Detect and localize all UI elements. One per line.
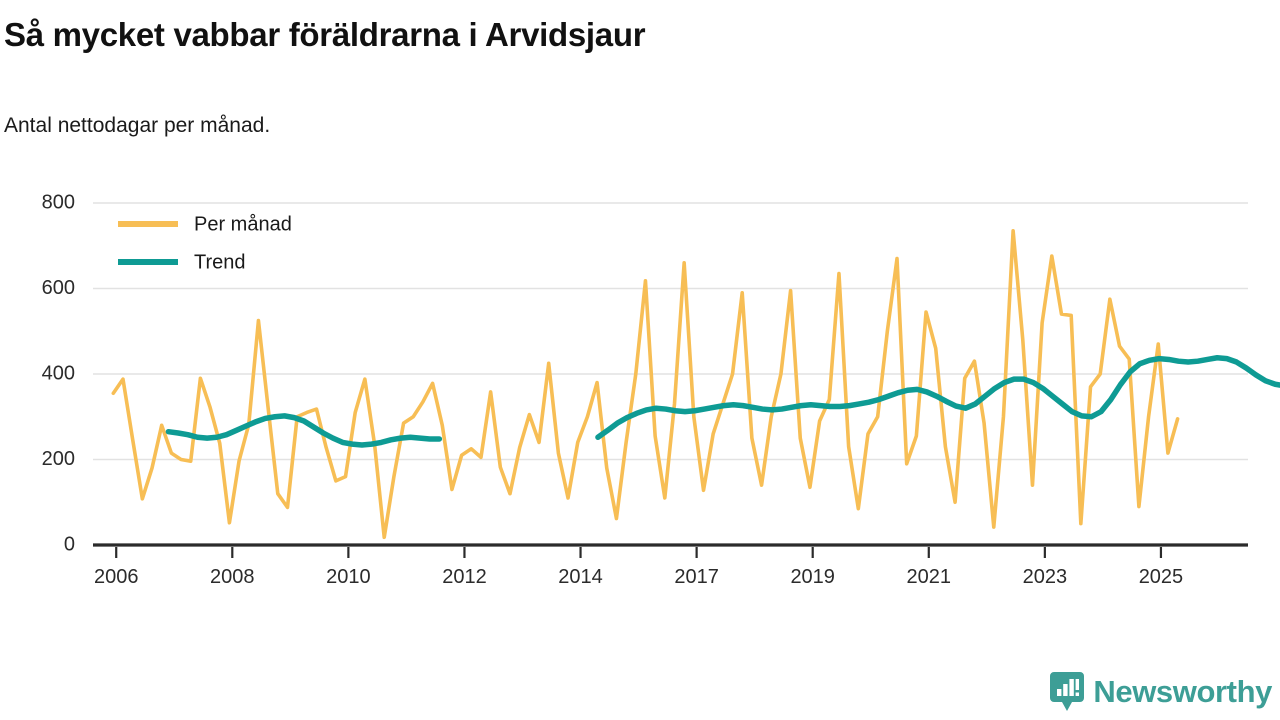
y-axis-tick-label: 0 [64, 533, 75, 555]
x-axis-tick-label: 2019 [790, 566, 835, 588]
x-axis-tick-label: 2012 [442, 566, 487, 588]
y-axis-tick-label: 600 [42, 277, 75, 299]
legend-label: Trend [194, 251, 246, 273]
x-axis-tick-label: 2021 [907, 566, 952, 588]
bar-chart-speech-bubble-icon [1050, 672, 1085, 711]
y-axis-tick-label: 400 [42, 362, 75, 384]
x-axis-tick-label: 2014 [558, 566, 603, 588]
series-line-monthly [111, 228, 1180, 540]
y-axis-tick-label: 800 [42, 191, 75, 213]
x-axis-tick-label: 2006 [94, 566, 139, 588]
legend-label: Per månad [194, 213, 292, 235]
logo-wordmark: Newsworthy [1093, 674, 1272, 709]
x-axis-tick-label: 2017 [674, 566, 719, 588]
page-subtitle: Antal nettodagar per månad. [4, 114, 271, 137]
x-axis-tick-label: 2008 [210, 566, 255, 588]
newsworthy-logo: Newsworthy [1050, 672, 1272, 712]
x-axis-tick-label: 2025 [1139, 566, 1184, 588]
page-title: Så mycket vabbar föräldrarna i Arvidsjau… [4, 16, 646, 53]
x-axis-tick-label: 2010 [326, 566, 371, 588]
series-line-trend [595, 355, 1280, 441]
x-axis-tick-label: 2023 [1023, 566, 1068, 588]
series-line-trend [165, 413, 443, 448]
y-axis-tick-label: 200 [42, 448, 75, 470]
